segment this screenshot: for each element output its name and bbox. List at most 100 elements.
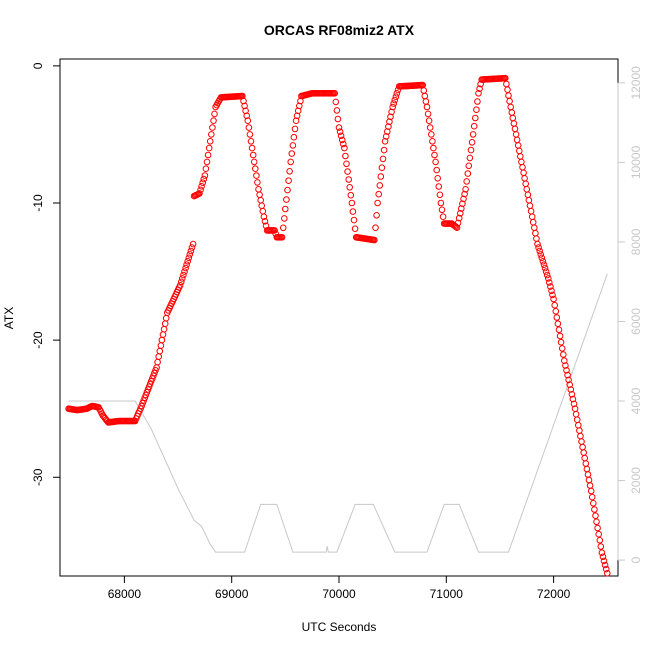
- atx-point: [566, 381, 574, 389]
- atx-point: [334, 115, 342, 123]
- atx-point: [503, 80, 510, 88]
- atx-point: [532, 229, 539, 237]
- atx-point: [199, 179, 206, 186]
- atx-point: [240, 97, 247, 105]
- atx-point: [292, 117, 300, 124]
- atx-point: [561, 357, 568, 365]
- atx-point: [569, 395, 577, 403]
- atx-point: [208, 131, 215, 138]
- atx-point: [377, 173, 385, 180]
- atx-point: [431, 151, 438, 159]
- atx-point: [458, 205, 465, 212]
- atx-point: [246, 131, 254, 138]
- atx-point: [526, 202, 534, 209]
- atx-point: [562, 362, 569, 369]
- atx-point: [243, 112, 250, 120]
- atx-point: [454, 219, 462, 227]
- atx-point: [594, 524, 601, 532]
- atx-point: [545, 275, 552, 282]
- atx-point: [332, 98, 340, 106]
- atx-point: [281, 215, 288, 222]
- atx-point: [179, 275, 186, 282]
- atx-point: [351, 225, 359, 232]
- atx-point: [510, 120, 518, 127]
- atx-point: [560, 351, 567, 358]
- atx-point: [548, 287, 555, 295]
- atx-point: [255, 186, 262, 193]
- atx-point: [459, 200, 466, 207]
- atx-point: [504, 86, 511, 93]
- atx-point: [138, 402, 145, 410]
- atx-point: [180, 271, 187, 279]
- atx-point: [156, 347, 164, 355]
- x-axis: 68000 69000 70000 71000 72000: [108, 575, 571, 601]
- y-tick-label: -30: [31, 468, 45, 486]
- atx-point: [563, 367, 570, 374]
- atx-point: [294, 107, 302, 115]
- atx-point: [593, 518, 600, 526]
- atx-point: [182, 264, 189, 272]
- atx-point: [261, 218, 269, 225]
- atx-point: [436, 191, 444, 199]
- atx-point: [373, 212, 380, 219]
- atx-point: [587, 487, 595, 495]
- atx-point: [211, 110, 218, 118]
- atx-point: [557, 338, 565, 346]
- atx-point: [553, 314, 561, 321]
- y2-tick-label: 2000: [629, 467, 643, 494]
- atx-point: [588, 493, 596, 501]
- atx-point: [432, 158, 439, 166]
- atx-point: [505, 92, 512, 99]
- atx-point: [285, 177, 292, 184]
- y2-tick-label: 8000: [629, 228, 643, 255]
- atx-point: [579, 443, 586, 451]
- atx-point: [376, 182, 384, 189]
- atx-point: [371, 236, 378, 244]
- atx-point: [433, 166, 441, 174]
- atx-point: [533, 235, 540, 242]
- atx-point: [345, 176, 353, 183]
- atx-point: [204, 151, 212, 159]
- atx-point: [508, 109, 516, 116]
- atx-point: [554, 320, 562, 328]
- atx-point: [338, 136, 346, 144]
- atx-point: [529, 218, 537, 226]
- atx-point: [162, 314, 170, 322]
- atx-point: [245, 124, 253, 131]
- atx-point: [288, 150, 296, 157]
- atx-point: [582, 460, 590, 467]
- x-tick-label: 70000: [322, 587, 356, 601]
- atx-point: [524, 191, 532, 199]
- y-tick-label: 0: [31, 62, 45, 69]
- atx-point: [429, 138, 436, 145]
- atx-point: [531, 224, 538, 231]
- atx-point: [278, 234, 286, 241]
- atx-point: [534, 240, 541, 248]
- atx-point: [209, 124, 216, 131]
- atx-point: [347, 191, 355, 199]
- atx-point: [428, 131, 435, 138]
- y2-tick-label: 4000: [629, 387, 643, 414]
- atx-point: [573, 416, 581, 424]
- atx-point: [604, 570, 611, 577]
- atx-point: [379, 155, 387, 163]
- atx-point: [568, 391, 576, 398]
- atx-point: [592, 512, 599, 520]
- atx-point: [378, 164, 386, 171]
- atx-point: [256, 191, 263, 199]
- atx-point: [349, 208, 357, 215]
- atx-point: [381, 138, 389, 145]
- atx-point: [506, 97, 513, 105]
- atx-point: [586, 482, 594, 489]
- atx-point: [581, 454, 589, 462]
- atx-point-series: [65, 74, 611, 577]
- atx-point: [176, 282, 184, 289]
- atx-point: [382, 133, 390, 140]
- atx-point: [422, 98, 430, 105]
- atx-point: [598, 549, 606, 557]
- atx-point: [348, 199, 356, 207]
- atx-point: [535, 244, 542, 251]
- atx-point: [340, 140, 347, 148]
- atx-point: [189, 240, 197, 248]
- atx-point: [590, 500, 597, 507]
